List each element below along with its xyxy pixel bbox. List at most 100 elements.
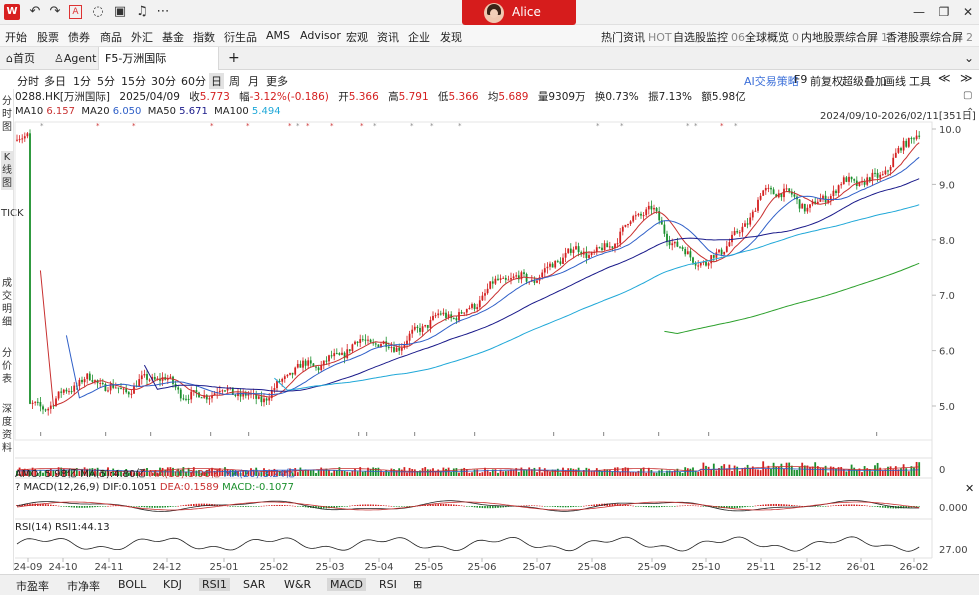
volume-bar [754, 469, 757, 476]
btab-wr[interactable]: W&R [284, 578, 312, 591]
volume-bar [21, 469, 24, 476]
chevron-up-icon[interactable]: ⌃ [966, 107, 975, 118]
candle-body [543, 268, 546, 273]
tools-button[interactable]: 工具 [909, 75, 931, 88]
menu-start[interactable]: 开始 [5, 31, 27, 44]
menu-mainland-screen[interactable]: 内地股票综合屏 1 [801, 31, 888, 44]
menu-advisor[interactable]: Advisor [300, 29, 341, 42]
chat-icon[interactable]: ◌ [92, 4, 104, 19]
btab-rsi[interactable]: RSI [379, 578, 397, 591]
period-month[interactable]: 月 [248, 75, 259, 88]
period-60m[interactable]: 60分 [181, 75, 206, 88]
user-badge[interactable]: Alice [462, 0, 576, 25]
btab-rsi1[interactable]: RSI1 [199, 578, 230, 591]
btab-pe[interactable]: 市盈率 [16, 580, 49, 593]
close-panel-icon[interactable]: ✕ [965, 482, 975, 495]
period-5m[interactable]: 5分 [97, 75, 115, 88]
rail-depth[interactable]: 深度资料 [2, 404, 12, 454]
menu-funds[interactable]: 基金 [162, 31, 184, 44]
period-intraday[interactable]: 分时 [17, 75, 39, 88]
macd-bar [193, 503, 195, 506]
menu-company[interactable]: 企业 [408, 31, 430, 44]
menu-hot-news[interactable]: 热门资讯 HOT [601, 31, 672, 44]
rail-trades[interactable]: 成交明细 [2, 278, 12, 328]
period-30m[interactable]: 30分 [151, 75, 176, 88]
macd-bar [263, 505, 265, 507]
btab-pb[interactable]: 市净率 [67, 580, 100, 593]
ai-strategy-button[interactable]: AI交易策略 [744, 75, 799, 88]
period-15m[interactable]: 15分 [121, 75, 146, 88]
menu-commodities[interactable]: 商品 [100, 31, 122, 44]
f9-button[interactable]: F9 [794, 73, 808, 86]
minimize-icon[interactable]: — [913, 5, 925, 19]
menu-derivatives[interactable]: 衍生品 [224, 31, 257, 44]
expand-icon[interactable]: ≫ [960, 71, 973, 85]
volume-bar [112, 468, 115, 476]
period-multiday[interactable]: 多日 [44, 75, 66, 88]
chevron-down-icon[interactable]: ⌄ [964, 51, 975, 65]
settings-icon[interactable]: ▢ [963, 90, 973, 101]
menu-hk-screen[interactable]: 香港股票综合屏 2 [886, 31, 973, 44]
macd-bar [203, 503, 205, 506]
tab-agent[interactable]: ♙Agent [54, 52, 97, 65]
volume-bar [369, 469, 372, 476]
btab-boll[interactable]: BOLL [118, 578, 147, 591]
menu-watchlist-monitor[interactable]: 自选股监控 06 [673, 31, 745, 44]
menu-macro[interactable]: 宏观 [346, 31, 368, 44]
menu-global-overview[interactable]: 全球概览 0 [745, 31, 799, 44]
candle-body [840, 184, 843, 186]
rail-tick[interactable]: TICK [1, 208, 24, 219]
btab-sar[interactable]: SAR [243, 578, 266, 591]
macd-bar [289, 505, 291, 507]
date-range: 2024/09/10-2026/02/11[351日] [820, 111, 976, 122]
macd-bar [772, 503, 775, 506]
menu-forex[interactable]: 外汇 [131, 31, 153, 44]
macd-bar [486, 506, 489, 509]
pdf-icon[interactable]: A [69, 5, 82, 19]
period-more[interactable]: 更多 [266, 75, 288, 88]
period-day[interactable]: 日 [209, 73, 224, 89]
forward-adjust-button[interactable]: 前复权 [810, 75, 843, 88]
candle-body [289, 372, 291, 375]
btab-kdj[interactable]: KDJ [163, 578, 182, 591]
more-icon[interactable]: ⋯ [156, 4, 170, 19]
back-icon[interactable]: ↶ [29, 4, 41, 19]
candle-body [554, 260, 557, 268]
rail-price-table[interactable]: 分价表 [2, 348, 12, 385]
restore-icon[interactable]: ❐ [938, 5, 950, 19]
app-logo-icon[interactable]: W [4, 4, 20, 20]
volume-bar [55, 472, 57, 476]
volume-bar [247, 470, 250, 476]
menu-bonds[interactable]: 债券 [68, 31, 90, 44]
kline-chart[interactable]: 10.0 9.0 8.0 7.0 6.0 5.0 0 0.000 27.00 24-09 24-10… [0, 0, 979, 574]
help-icon[interactable]: ? [15, 482, 21, 493]
menu-index[interactable]: 指数 [193, 31, 215, 44]
menu-discover[interactable]: 发现 [440, 31, 462, 44]
candle-body [143, 374, 146, 376]
monitor-icon[interactable]: ▣ [113, 4, 127, 19]
tab-home[interactable]: ⌂首页 [6, 52, 35, 65]
candle-body [429, 319, 432, 328]
add-tab-button[interactable]: + [228, 50, 240, 66]
period-1m[interactable]: 1分 [73, 75, 91, 88]
super-overlay-button[interactable]: 超级叠加 [842, 75, 886, 88]
draw-line-button[interactable]: 画线 [884, 75, 906, 88]
collapse-icon[interactable]: ≪ [938, 71, 951, 85]
btab-macd[interactable]: MACD [327, 578, 366, 591]
rail-intraday[interactable]: 分时图 [2, 96, 12, 133]
bell-icon[interactable]: ♫ [136, 4, 148, 19]
macd-bar [76, 506, 78, 508]
rail-kline[interactable]: K线图 [1, 151, 13, 190]
period-week[interactable]: 周 [229, 75, 240, 88]
menu-ams[interactable]: AMS [266, 29, 290, 42]
menu-stocks[interactable]: 股票 [37, 31, 59, 44]
add-indicator-icon[interactable]: ⊞ [413, 578, 423, 591]
forward-icon[interactable]: ↷ [49, 4, 61, 19]
candle-body [450, 314, 453, 319]
close-icon[interactable]: ✕ [962, 5, 974, 19]
candle-body [689, 251, 692, 258]
macd-bar [637, 506, 640, 507]
menu-news[interactable]: 资讯 [377, 31, 399, 44]
ma20-value: 6.050 [112, 106, 142, 117]
candle-body [887, 170, 889, 172]
